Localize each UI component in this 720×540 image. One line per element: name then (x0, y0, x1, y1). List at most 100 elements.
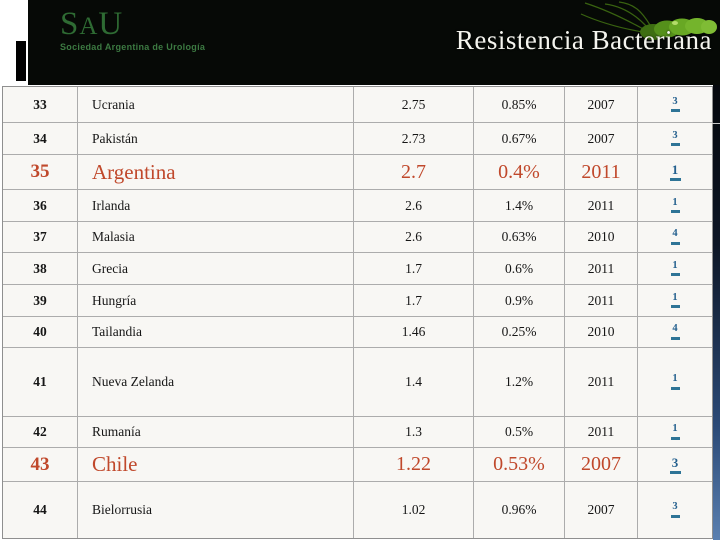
table-row: 34 Pakistán 2.73 0.67% 2007 3 (3, 123, 712, 155)
resistance-value: 1.4 (354, 348, 474, 416)
logo-acronym: SAU (60, 8, 205, 41)
slide-header: SAU Sociedad Argentina de Urología Resis… (28, 0, 720, 85)
slide-title: Resistencia Bacteriana (455, 25, 712, 55)
table-row: 33 Ucrania 2.75 0.85% 2007 3 (3, 87, 712, 123)
reference-cell: 3 (638, 448, 712, 481)
resistance-value: 1.7 (354, 253, 474, 284)
row-number: 40 (3, 317, 78, 347)
country-name: Bielorrusia (78, 482, 354, 538)
year-value: 2007 (565, 123, 638, 154)
row-number: 34 (3, 123, 78, 154)
resistance-value: 2.7 (354, 155, 474, 189)
footnote-link[interactable]: 1 (670, 291, 680, 309)
reference-cell: 1 (638, 253, 712, 284)
year-value: 2011 (565, 348, 638, 416)
footnote-link[interactable]: 1 (669, 162, 681, 181)
footnote-underline-icon (669, 470, 681, 474)
row-number: 44 (3, 482, 78, 538)
percent-value: 1.4% (474, 190, 565, 221)
footnote-number: 3 (671, 454, 679, 470)
resistance-value: 2.75 (354, 87, 474, 122)
row-number: 37 (3, 222, 78, 252)
reference-cell: 1 (638, 155, 712, 189)
row-number: 33 (3, 87, 78, 122)
desktop-edge-strip (713, 85, 720, 540)
row-number: 42 (3, 417, 78, 447)
logo-letter: U (98, 6, 124, 42)
table-row: 43 Chile 1.22 0.53% 2007 3 (3, 448, 712, 482)
country-name: Ucrania (78, 87, 354, 122)
table-row: 42 Rumanía 1.3 0.5% 2011 1 (3, 417, 712, 448)
resistance-table: 33 Ucrania 2.75 0.85% 2007 3 34 Pakistán 2.73 0.6… (2, 86, 713, 539)
footnote-link[interactable]: 3 (670, 129, 680, 147)
footnote-underline-icon (670, 336, 680, 340)
year-value: 2010 (565, 317, 638, 347)
row-number: 38 (3, 253, 78, 284)
footnote-number: 4 (672, 228, 678, 240)
table-row: 38 Grecia 1.7 0.6% 2011 1 (3, 253, 712, 285)
year-value: 2011 (565, 285, 638, 316)
footnote-link[interactable]: 1 (670, 197, 680, 214)
resistance-value: 2.73 (354, 123, 474, 154)
logo-letter: S (60, 6, 80, 42)
country-name: Irlanda (78, 190, 354, 221)
footnote-link[interactable]: 3 (670, 502, 680, 518)
reference-cell: 3 (638, 87, 712, 122)
year-value: 2011 (565, 417, 638, 447)
percent-value: 0.67% (474, 123, 565, 154)
footnote-link[interactable]: 1 (670, 424, 680, 440)
percent-value: 0.6% (474, 253, 565, 284)
footnote-number: 1 (671, 162, 679, 177)
footnote-underline-icon (670, 273, 680, 277)
reference-cell: 4 (638, 317, 712, 347)
reference-cell: 1 (638, 190, 712, 221)
percent-value: 0.85% (474, 87, 565, 122)
footnote-link[interactable]: 3 (670, 96, 680, 113)
bacteria-icon (580, 1, 717, 40)
footnote-underline-icon (670, 514, 680, 518)
footnote-number: 3 (672, 129, 678, 141)
footnote-underline-icon (670, 305, 680, 309)
footnote-link[interactable]: 4 (670, 228, 680, 245)
reference-cell: 4 (638, 222, 712, 252)
percent-value: 0.5% (474, 417, 565, 447)
table-row: 40 Tailandia 1.46 0.25% 2010 4 (3, 317, 712, 348)
country-name: Nueva Zelanda (78, 348, 354, 416)
year-value: 2010 (565, 222, 638, 252)
percent-value: 0.96% (474, 482, 565, 538)
table-row: 36 Irlanda 2.6 1.4% 2011 1 (3, 190, 712, 222)
year-value: 2007 (565, 448, 638, 481)
percent-value: 1.2% (474, 348, 565, 416)
footnote-underline-icon (670, 210, 680, 214)
footnote-underline-icon (670, 143, 680, 147)
resistance-value: 1.02 (354, 482, 474, 538)
sau-logo: SAU Sociedad Argentina de Urología (60, 8, 205, 53)
resistance-value: 2.6 (354, 222, 474, 252)
left-edge-bar (16, 41, 26, 81)
reference-cell: 1 (638, 417, 712, 447)
footnote-link[interactable]: 1 (670, 374, 680, 390)
footnote-link[interactable]: 3 (669, 454, 681, 474)
year-value: 2011 (565, 253, 638, 284)
resistance-value: 2.6 (354, 190, 474, 221)
footnote-link[interactable]: 1 (670, 260, 680, 277)
footnote-underline-icon (670, 241, 680, 245)
footnote-link[interactable]: 4 (670, 324, 680, 340)
footnote-underline-icon (670, 386, 680, 390)
footnote-underline-icon (670, 436, 680, 440)
row-number: 41 (3, 348, 78, 416)
footnote-number: 1 (672, 291, 678, 303)
year-value: 2011 (565, 155, 638, 189)
resistance-value: 1.22 (354, 448, 474, 481)
country-name: Tailandia (78, 317, 354, 347)
percent-value: 0.53% (474, 448, 565, 481)
reference-cell: 1 (638, 348, 712, 416)
resistance-value: 1.3 (354, 417, 474, 447)
row-number: 36 (3, 190, 78, 221)
year-value: 2011 (565, 190, 638, 221)
percent-value: 0.9% (474, 285, 565, 316)
row-number: 43 (3, 448, 78, 481)
table-row: 39 Hungría 1.7 0.9% 2011 1 (3, 285, 712, 317)
table-row: 37 Malasia 2.6 0.63% 2010 4 (3, 222, 712, 253)
